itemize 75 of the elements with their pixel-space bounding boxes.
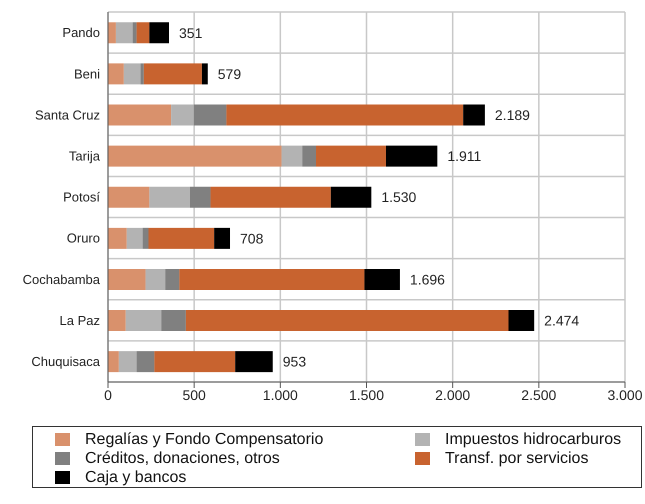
bar xyxy=(463,104,485,126)
bar xyxy=(149,22,170,44)
bar xyxy=(161,310,186,332)
legend-label: Impuestos hidrocarburos xyxy=(445,430,622,449)
total-label: 2.189 xyxy=(494,107,530,123)
bar xyxy=(194,104,226,126)
total-label: 1.911 xyxy=(447,148,482,164)
bar xyxy=(124,63,141,84)
bar xyxy=(136,351,154,372)
bar xyxy=(108,22,116,44)
bar xyxy=(386,146,438,167)
bar xyxy=(136,22,150,44)
x-tick-label: 2.500 xyxy=(521,386,557,403)
bar xyxy=(210,186,331,208)
x-tick-label: 1.500 xyxy=(348,386,384,403)
legend-label: Créditos, donaciones, otros xyxy=(85,449,280,468)
bar xyxy=(118,351,137,372)
bar xyxy=(149,186,190,208)
total-label: 708 xyxy=(240,230,264,246)
bar xyxy=(186,310,509,332)
bar xyxy=(165,268,180,290)
total-label: 351 xyxy=(179,24,203,41)
bar xyxy=(146,268,166,290)
legend-label: Regalías y Fondo Compensatorio xyxy=(85,430,324,449)
x-tick-label: 3.000 xyxy=(607,386,643,403)
bar xyxy=(108,310,126,332)
y-tick-label: La Paz xyxy=(60,312,100,328)
y-tick-label: Chuquisaca xyxy=(31,354,101,370)
y-tick-label: Tarija xyxy=(68,148,101,164)
bar xyxy=(235,351,273,372)
bar xyxy=(364,268,400,290)
total-label: 953 xyxy=(282,354,306,370)
y-tick-label: Pando xyxy=(62,25,100,40)
bar xyxy=(302,146,316,167)
bar xyxy=(116,22,133,44)
total-label: 2.474 xyxy=(544,312,580,329)
y-tick-label: Oruro xyxy=(66,230,100,246)
legend-label: Transf. por servicios xyxy=(445,449,588,468)
bar xyxy=(108,268,146,290)
total-label: 1.530 xyxy=(381,189,417,206)
legend-label: Caja y bancos xyxy=(85,468,186,487)
bar xyxy=(144,63,202,84)
bar xyxy=(171,104,194,126)
bar xyxy=(108,146,282,167)
bar xyxy=(108,63,124,84)
bar xyxy=(226,104,464,126)
y-tick-label: Beni xyxy=(74,66,100,82)
bar xyxy=(108,351,119,372)
bar xyxy=(179,268,364,290)
x-tick-label: 500 xyxy=(182,386,206,403)
y-tick-label: Cochabamba xyxy=(22,272,101,287)
bar xyxy=(214,228,230,249)
bar xyxy=(154,351,236,372)
bar xyxy=(108,228,127,249)
bar xyxy=(282,146,302,167)
bar xyxy=(508,310,534,332)
bar xyxy=(108,186,150,208)
y-tick-label: Santa Cruz xyxy=(34,107,100,122)
bar xyxy=(140,63,144,84)
bar xyxy=(148,228,214,249)
bar xyxy=(132,22,137,44)
bar xyxy=(108,104,172,126)
bar xyxy=(126,228,143,249)
total-label: 579 xyxy=(218,66,242,82)
total-label: 1.696 xyxy=(410,271,446,288)
bar xyxy=(142,228,148,249)
bar xyxy=(202,63,208,84)
bar xyxy=(190,186,211,208)
bar xyxy=(316,146,386,167)
y-tick-label: Potosí xyxy=(63,190,100,205)
x-tick-label: 1.000 xyxy=(262,386,298,403)
x-tick-label: 0 xyxy=(104,386,112,403)
bar xyxy=(330,186,372,208)
x-tick-label: 2.000 xyxy=(435,386,470,403)
bar xyxy=(126,310,162,332)
